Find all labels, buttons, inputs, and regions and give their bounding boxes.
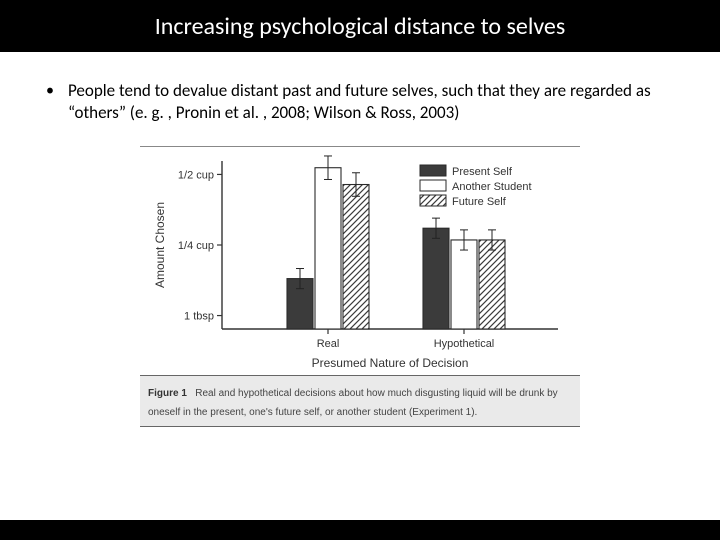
- slide-title: Increasing psychological distance to sel…: [155, 12, 566, 41]
- figure-caption: Figure 1 Real and hypothetical decisions…: [140, 375, 580, 427]
- svg-text:1/2 cup: 1/2 cup: [178, 169, 214, 181]
- svg-text:Amount Chosen: Amount Chosen: [153, 201, 167, 287]
- svg-text:Hypothetical: Hypothetical: [434, 338, 495, 350]
- bar-chart: 1 tbsp 1/4 cup 1/2 cup Amount Chosen Real Hyp…: [150, 151, 570, 371]
- title-bar: Increasing psychological distance to sel…: [0, 0, 720, 52]
- svg-text:Future Self: Future Self: [452, 196, 507, 208]
- svg-text:1 tbsp: 1 tbsp: [184, 310, 214, 322]
- caption-body: Real and hypothetical decisions about ho…: [148, 388, 558, 418]
- caption-label: Figure 1: [148, 388, 187, 399]
- bullet-marker: •: [36, 80, 54, 102]
- svg-text:Present Self: Present Self: [452, 166, 513, 178]
- bullet-text: People tend to devalue distant past and …: [68, 80, 684, 124]
- svg-text:1/4 cup: 1/4 cup: [178, 240, 214, 252]
- svg-text:Presumed Nature of Decision: Presumed Nature of Decision: [312, 356, 469, 370]
- body-area: • People tend to devalue distant past an…: [0, 52, 720, 427]
- bottom-bar: [0, 520, 720, 540]
- svg-text:Another Student: Another Student: [452, 181, 532, 193]
- figure: 1 tbsp 1/4 cup 1/2 cup Amount Chosen Real Hyp…: [140, 146, 580, 427]
- svg-text:Real: Real: [317, 338, 340, 350]
- bullet-item: • People tend to devalue distant past an…: [36, 80, 684, 124]
- figure-top-rule: [140, 146, 580, 147]
